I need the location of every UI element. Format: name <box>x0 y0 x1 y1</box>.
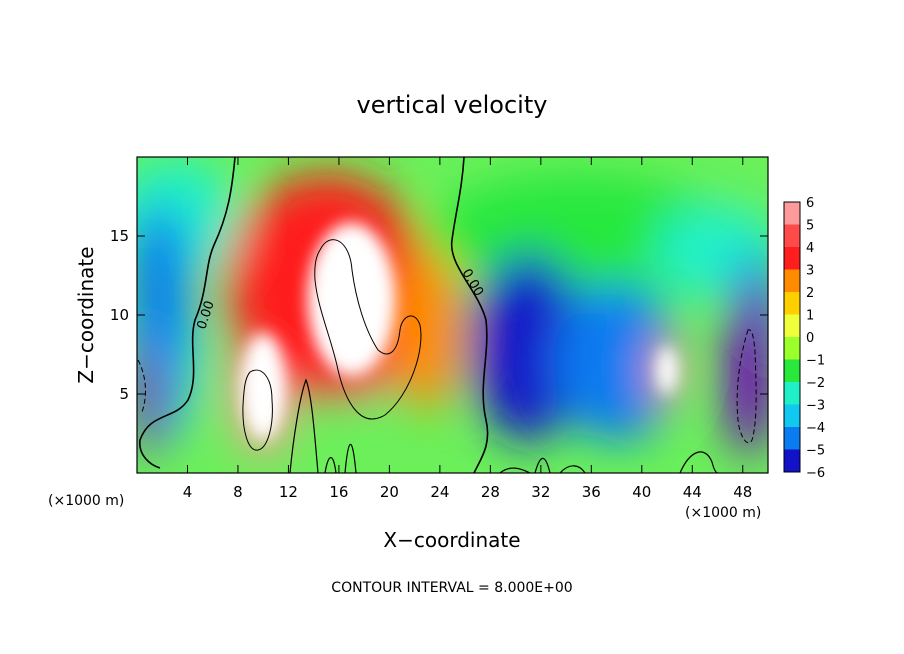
colorbar-swatch-1 <box>784 224 800 248</box>
colorbar-swatch-4 <box>784 292 800 315</box>
x-tick-label-10: 44 <box>683 483 702 501</box>
colorbar-label-11: −5 <box>806 444 825 459</box>
colorbar-swatch-6 <box>784 337 800 360</box>
zero-contour-bottom <box>289 378 719 473</box>
colorbar-swatch-10 <box>784 427 800 450</box>
x-tick-label-5: 24 <box>430 483 449 501</box>
colorbar-label-1: 5 <box>806 219 814 234</box>
colorbar-swatch-11 <box>784 449 800 473</box>
colorbar-label-12: −6 <box>806 466 825 481</box>
x-tick-label-6: 28 <box>481 483 500 501</box>
colorbar-swatch-0 <box>784 202 800 225</box>
x-tick-label-7: 32 <box>531 483 550 501</box>
x-axis: 4 8 12 16 20 24 28 32 36 40 44 48 <box>183 157 752 501</box>
x-tick-label-2: 12 <box>279 483 298 501</box>
field-core-0 <box>241 332 286 440</box>
colorbar-label-4: 2 <box>806 286 814 301</box>
field-blob-6 <box>137 204 192 363</box>
colorbar-swatch-8 <box>784 382 800 405</box>
x-axis-label: X−coordinate <box>383 528 520 552</box>
colorbar-label-6: 0 <box>806 331 814 346</box>
zero-contour-left <box>139 157 236 469</box>
x-unit-left: (×1000 m) <box>48 493 124 509</box>
plot-area <box>137 157 768 473</box>
colorbar-label-3: 3 <box>806 264 814 279</box>
y-axis-label: Z−coordinate <box>74 246 98 383</box>
colorbar-label-10: −4 <box>806 421 825 436</box>
colorbar-label-2: 4 <box>806 241 814 256</box>
dashed-contour-left-edge <box>137 359 146 413</box>
field-blob-14 <box>723 283 768 458</box>
x-tick-label-8: 36 <box>582 483 601 501</box>
y-tick-label-1: 10 <box>110 306 129 324</box>
dashed-contour-right <box>736 329 757 444</box>
colorbar-label-7: −1 <box>806 354 825 369</box>
field-core-2 <box>656 346 678 394</box>
zero-contour-middle <box>450 157 489 473</box>
colorbar-swatch-2 <box>784 247 800 270</box>
chart-title: vertical velocity <box>357 91 548 119</box>
inner-contour-left <box>242 369 273 451</box>
x-tick-label-0: 4 <box>183 483 193 501</box>
y-axis: 5 10 15 <box>110 227 768 403</box>
colorbar-label-8: −2 <box>806 376 825 391</box>
field-blob-10 <box>389 251 466 410</box>
colorbar-label-0: 6 <box>806 196 814 211</box>
inner-contour-center <box>314 239 422 420</box>
colorbar-label-9: −3 <box>806 399 825 414</box>
colorbar-swatch-5 <box>784 314 800 338</box>
x-tick-label-1: 8 <box>233 483 243 501</box>
y-tick-label-2: 15 <box>110 227 129 245</box>
contour-interval-footer: CONTOUR INTERVAL = 8.000E+00 <box>331 580 572 596</box>
x-tick-label-11: 48 <box>733 483 752 501</box>
x-unit-right: (×1000 m) <box>685 505 761 521</box>
colorbar: 6 5 4 3 2 1 0 −1 −2 −3 −4 −5 −6 <box>783 196 825 481</box>
colorbar-swatch-3 <box>784 269 800 293</box>
colorbar-swatch-9 <box>784 404 800 428</box>
colorbar-frame <box>783 201 801 473</box>
x-tick-label-4: 20 <box>380 483 399 501</box>
field-blob-11 <box>471 251 586 442</box>
field-blob-12 <box>553 283 680 442</box>
colorbar-swatch-7 <box>784 359 800 383</box>
x-tick-label-3: 16 <box>329 483 348 501</box>
colorbar-label-5: 1 <box>806 309 814 324</box>
x-tick-label-9: 40 <box>632 483 651 501</box>
y-tick-label-0: 5 <box>119 385 129 403</box>
